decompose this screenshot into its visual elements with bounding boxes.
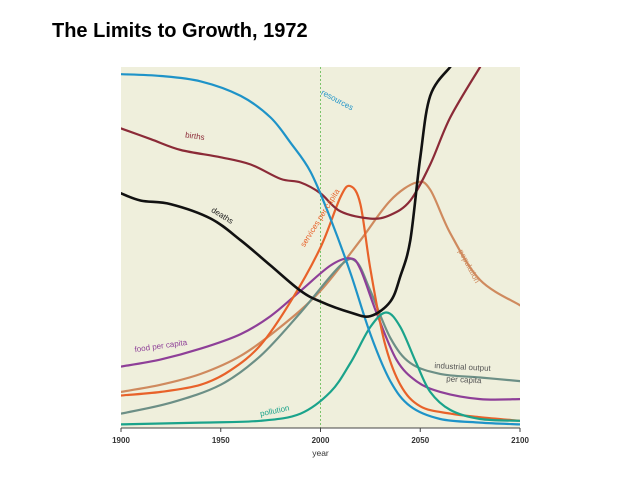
series-line-population [121, 180, 520, 393]
x-tick-label-2100: 2100 [511, 436, 529, 445]
page-title: The Limits to Growth, 1972 [52, 20, 308, 42]
series-label-industrial2: per capita [446, 374, 482, 385]
x-tick-label-1950: 1950 [212, 436, 230, 445]
series-line-resources [121, 73, 520, 426]
x-tick-label-2000: 2000 [312, 436, 330, 445]
series-label-births: births [185, 130, 206, 142]
series-layer [121, 67, 520, 426]
x-axis-title: year [312, 448, 329, 458]
series-line-pollution [121, 311, 520, 426]
x-tick-label-1900: 1900 [112, 436, 130, 445]
series-line-services [121, 184, 520, 422]
series-line-food [121, 257, 520, 401]
series-label-industrial: industrial output [434, 361, 492, 373]
x-tick-label-2050: 2050 [411, 436, 429, 445]
x-axis: 1900 1950 2000 2050 2100 year [112, 427, 529, 458]
series-line-deaths [121, 67, 452, 318]
